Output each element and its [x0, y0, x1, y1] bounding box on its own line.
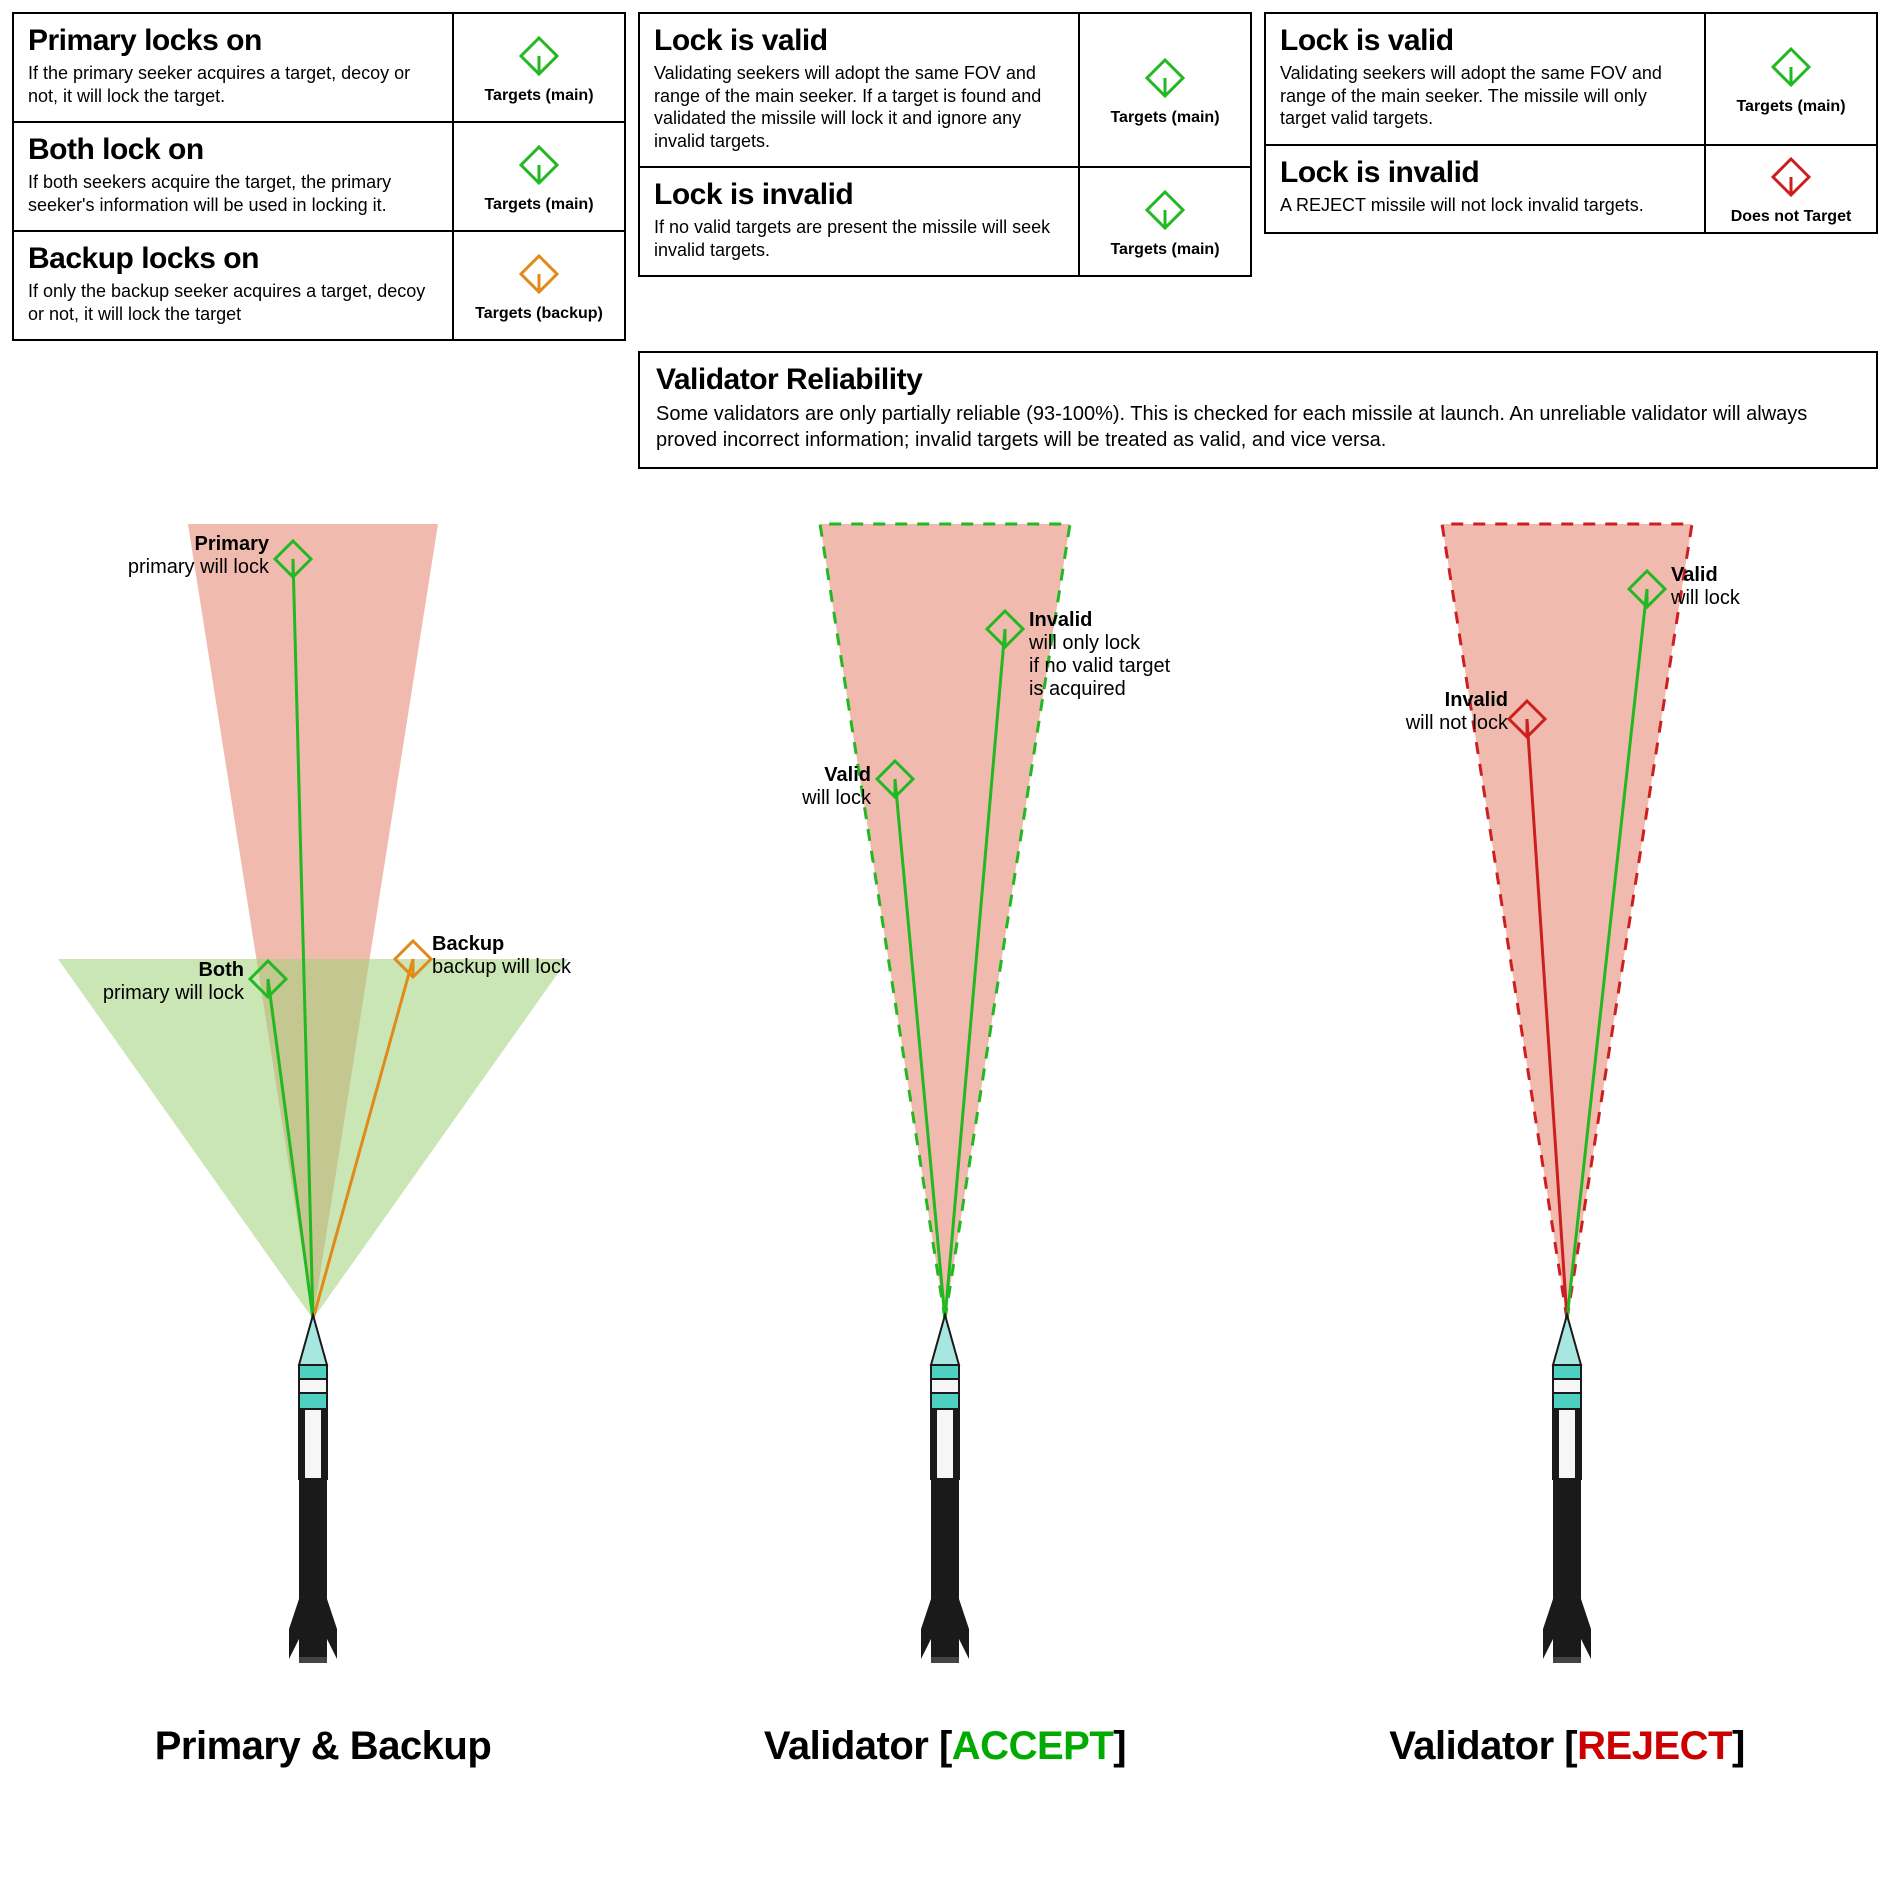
cell-desc: If only the backup seeker acquires a tar…: [28, 280, 438, 325]
icon-label: Targets (main): [1736, 98, 1845, 116]
icon-label: Targets (backup): [475, 305, 603, 323]
caption-validator-reject: Validator [REJECT]: [1256, 1724, 1878, 1769]
cell-lock-valid-reject: Lock is valid Validating seekers will ad…: [1264, 12, 1878, 146]
diamond-icon: [1140, 53, 1190, 103]
cell-lock-invalid-reject: Lock is invalid A REJECT missile will no…: [1264, 144, 1878, 234]
icon-label: Targets (main): [1110, 241, 1219, 259]
info-table: Primary locks on If the primary seeker a…: [12, 12, 1878, 469]
cell-title: Lock is valid: [654, 24, 1064, 58]
col-validator-accept: Lock is valid Validating seekers will ad…: [638, 12, 1252, 341]
cell-backup-locks: Backup locks on If only the backup seeke…: [12, 230, 626, 341]
diagram-validator-reject: Invalidwill not lock Validwill lock Vali…: [1256, 489, 1878, 1769]
cell-title: Lock is invalid: [1280, 156, 1690, 190]
cell-desc: If no valid targets are present the miss…: [654, 216, 1064, 261]
cell-title: Primary locks on: [28, 24, 438, 58]
icon-label: Targets (main): [484, 87, 593, 105]
diamond-icon: [1766, 42, 1816, 92]
col-validator-reject: Lock is valid Validating seekers will ad…: [1264, 12, 1878, 341]
cell-title: Both lock on: [28, 133, 438, 167]
cell-title: Backup locks on: [28, 242, 438, 276]
diamond-icon: [1766, 152, 1816, 202]
cell-desc: If the primary seeker acquires a target,…: [28, 62, 438, 107]
label-backup: Backupbackup will lock: [432, 933, 571, 979]
icon-label: Targets (main): [484, 196, 593, 214]
diamond-icon: [514, 31, 564, 81]
reliability-desc: Some validators are only partially relia…: [656, 401, 1860, 453]
diamond-icon: [514, 249, 564, 299]
cell-lock-invalid-accept: Lock is invalid If no valid targets are …: [638, 166, 1252, 277]
label-both: Bothprimary will lock: [103, 959, 244, 1005]
reliability-title: Validator Reliability: [656, 363, 1860, 397]
diagrams-row: Primaryprimary will lock Bothprimary wil…: [12, 489, 1878, 1769]
cell-both-lock: Both lock on If both seekers acquire the…: [12, 121, 626, 232]
diagram-validator-accept: Validwill lock Invalid will only lock if…: [634, 489, 1256, 1769]
cell-desc: A REJECT missile will not lock invalid t…: [1280, 194, 1690, 217]
diamond-icon: [1140, 185, 1190, 235]
label-invalid-reject: Invalidwill not lock: [1406, 689, 1508, 735]
icon-label: Targets (main): [1110, 109, 1219, 127]
diagram-primary-backup: Primaryprimary will lock Bothprimary wil…: [12, 489, 634, 1769]
caption-validator-accept: Validator [ACCEPT]: [634, 1724, 1256, 1769]
cell-lock-valid-accept: Lock is valid Validating seekers will ad…: [638, 12, 1252, 168]
validator-reliability-note: Validator Reliability Some validators ar…: [638, 351, 1878, 469]
label-valid-reject: Validwill lock: [1671, 564, 1740, 610]
label-primary: Primaryprimary will lock: [128, 533, 269, 579]
cell-desc: If both seekers acquire the target, the …: [28, 171, 438, 216]
cell-desc: Validating seekers will adopt the same F…: [654, 62, 1064, 152]
cell-primary-locks: Primary locks on If the primary seeker a…: [12, 12, 626, 123]
icon-label: Does not Target: [1731, 208, 1852, 226]
diamond-icon: [514, 140, 564, 190]
caption-primary-backup: Primary & Backup: [12, 1724, 634, 1769]
cell-title: Lock is valid: [1280, 24, 1690, 58]
cell-title: Lock is invalid: [654, 178, 1064, 212]
col-primary-backup: Primary locks on If the primary seeker a…: [12, 12, 626, 341]
cell-desc: Validating seekers will adopt the same F…: [1280, 62, 1690, 130]
label-invalid-accept: Invalid will only lock if no valid targe…: [1029, 609, 1170, 701]
label-valid-accept: Validwill lock: [802, 764, 871, 810]
